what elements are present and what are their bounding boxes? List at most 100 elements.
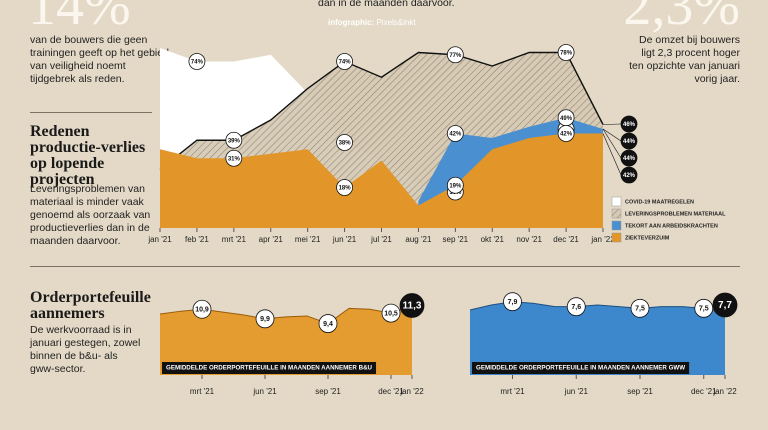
x-tick-label: jan '22	[712, 387, 737, 396]
label-badge	[446, 46, 464, 64]
data-label: 9,9	[260, 316, 270, 323]
section-text: De werkvoorraad is in januari gestegen, …	[30, 324, 141, 375]
data-label: 44%	[623, 156, 636, 162]
x-tick-label: mei '21	[295, 235, 321, 244]
series-label: GEMIDDELDE ORDERPORTEFEUILLE IN MAANDEN …	[166, 365, 373, 372]
label-badge	[255, 309, 275, 329]
x-tick-label: apr '21	[259, 235, 284, 244]
leader-line	[602, 133, 622, 176]
x-tick-label: okt '21	[481, 235, 505, 244]
label-badge	[336, 53, 353, 70]
x-tick-label: mrt '21	[222, 235, 247, 244]
big-number: 14%	[28, 0, 131, 37]
label-badge	[446, 125, 464, 142]
label-badge	[557, 44, 575, 61]
big-number: 2,3%	[623, 0, 740, 37]
data-label: 42%	[449, 132, 462, 138]
label-badge	[694, 298, 714, 318]
data-label: 7,5	[635, 306, 645, 313]
data-label: 42%	[560, 132, 573, 138]
data-label: 77%	[449, 53, 462, 59]
area	[470, 301, 725, 375]
legend-label: COVID-19 MAATREGELEN	[625, 199, 694, 205]
x-tick-label: jun '21	[332, 235, 357, 244]
rule	[30, 112, 152, 113]
credit: infographic: Pixels&inkt	[328, 18, 416, 27]
leader-line	[602, 123, 622, 125]
label-badge	[630, 298, 650, 318]
area	[160, 133, 603, 228]
intro-text: dan in de maanden daarvoor.	[318, 0, 455, 9]
x-tick-label: mrt '21	[500, 387, 525, 396]
label-badge	[557, 125, 575, 142]
x-tick-label: sep '21	[315, 387, 341, 396]
intro-text: van de bouwers die geen trainingen geeft…	[30, 34, 169, 85]
label-badge	[188, 53, 206, 70]
series-label: GEMIDDELDE ORDERPORTEFEUILLE IN MAANDEN …	[476, 365, 685, 372]
legend-swatch	[611, 220, 622, 231]
x-tick-label: jan '22	[399, 387, 424, 396]
data-label: 19%	[449, 183, 462, 189]
area	[160, 305, 412, 375]
section-title: Redenen productie-verlies op lopende pro…	[30, 123, 146, 188]
data-label: 7,5	[699, 306, 709, 313]
legend-label: LEVERINGSPROBLEMEN MATERIAAL	[625, 211, 726, 217]
data-label: 18%	[339, 186, 352, 192]
data-label: 31%	[228, 156, 241, 162]
label-badge	[192, 299, 212, 319]
data-label: 74%	[339, 60, 352, 66]
data-label: 74%	[191, 60, 204, 66]
legend-swatch	[611, 196, 622, 207]
x-tick-label: dec '21	[691, 387, 717, 396]
data-label: 39%	[228, 138, 241, 144]
label-badge	[566, 297, 586, 317]
section-text: Leveringsproblemen van materiaal is mind…	[30, 183, 151, 247]
credit-name: Pixels&inkt	[376, 18, 416, 27]
data-label: 11,3	[403, 301, 422, 312]
label-badge	[620, 115, 638, 133]
x-tick-label: aug '21	[405, 235, 432, 244]
data-label: 44%	[623, 139, 636, 145]
data-label: 46%	[623, 122, 636, 128]
intro-text: De omzet bij bouwers ligt 2,3 procent ho…	[629, 34, 740, 85]
section-title: Orderportefeuille aannemers	[30, 289, 151, 322]
data-label: 38%	[339, 141, 352, 147]
data-label: 7,9	[508, 299, 518, 306]
x-tick-label: mrt '21	[190, 387, 215, 396]
label-badge	[336, 179, 353, 196]
leader-line	[602, 128, 622, 159]
data-label: 42%	[623, 173, 636, 179]
data-label: 10,5	[384, 310, 398, 317]
label-badge	[336, 134, 353, 151]
x-tick-label: nov '21	[516, 235, 542, 244]
rule	[30, 266, 740, 267]
x-tick-label: dec '21	[553, 235, 579, 244]
data-label: 7,7	[718, 300, 732, 311]
series-label-box	[162, 362, 377, 374]
label-badge	[503, 292, 522, 312]
data-label: 49%	[560, 116, 573, 122]
leader-line	[602, 128, 622, 142]
x-tick-label: jun '21	[252, 387, 277, 396]
x-tick-label: sep '21	[627, 387, 653, 396]
data-label: 10,9	[195, 307, 209, 314]
x-tick-label: dec '21	[378, 387, 404, 396]
legend-label: TEKORT AAN ARBEIDSKRACHTEN	[625, 223, 718, 229]
label-badge	[712, 292, 738, 318]
label-badge	[620, 132, 638, 150]
label-badge	[446, 176, 464, 194]
legend-swatch	[611, 232, 622, 243]
label-badge	[620, 166, 638, 184]
series-label-box	[472, 362, 690, 374]
label-badge	[225, 149, 243, 167]
x-tick-label: jul '21	[370, 235, 392, 244]
credit-label: infographic:	[328, 18, 375, 27]
legend-swatch	[611, 208, 622, 219]
x-tick-label: jan '22	[590, 235, 615, 244]
x-tick-label: sep '21	[443, 235, 469, 244]
label-badge	[318, 314, 338, 333]
x-tick-label: jun '21	[564, 387, 589, 396]
label-badge	[620, 149, 638, 167]
